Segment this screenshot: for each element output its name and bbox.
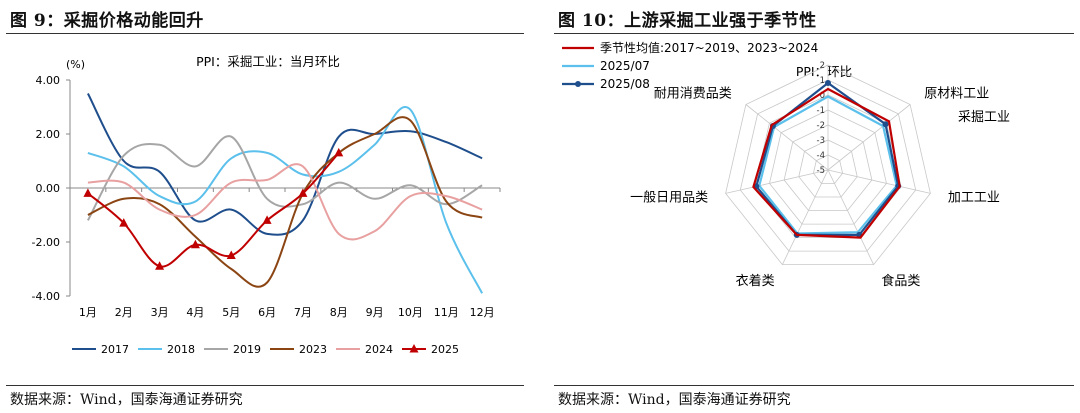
series-line-2019 (87, 135, 483, 221)
x-tick-label: 1月 (79, 306, 97, 319)
radar-marker (825, 80, 831, 86)
radar-grid: 2 1 0 -1 -2 -3 -4 -5 (725, 61, 931, 266)
radar-category-label: 一般日用品类 (630, 189, 708, 205)
figure-9-title: 图 9：采掘价格动能回升 (10, 11, 204, 31)
x-tick-label: 2月 (115, 306, 133, 319)
series-marker-2025 (298, 188, 308, 197)
radar-category-label: 加工工业 (948, 190, 1000, 205)
x-tick-label: 10月 (398, 306, 423, 319)
series-marker-2025 (83, 188, 93, 197)
series-marker-2025 (155, 261, 165, 270)
radar-category-label: 原材料工业 (924, 86, 989, 101)
radar-tick-label: -2 (817, 121, 825, 131)
series-marker-2025 (226, 250, 236, 259)
left-figure-panel: 图 9：采掘价格动能回升 PPI：采掘工业：当月环比 (%) 4.00 2.00 0… (0, 0, 530, 413)
legend-label-2025: 2025 (431, 343, 459, 356)
y-tick-label: -2.00 (32, 236, 60, 249)
line-chart-series (83, 93, 483, 294)
radar-tick-label: -5 (817, 166, 825, 176)
source-note: 数据来源：Wind，国泰海通证券研究 (10, 392, 243, 408)
radar-chart: 季节性均值:2017~2019、2023~20242025/072025/08 … (562, 40, 1010, 289)
x-tick-label: 3月 (151, 306, 169, 319)
radar-ring (725, 64, 931, 266)
radar-chart-title: PPI：环比 (796, 64, 852, 79)
radar-series (752, 80, 902, 239)
radar-tick-label: -4 (817, 151, 825, 161)
bottom-rule (554, 385, 1074, 386)
x-tick-label: 6月 (258, 306, 276, 319)
y-axis-unit: (%) (66, 58, 85, 71)
radar-legend-label: 2025/07 (600, 59, 650, 73)
radar-spoke (782, 169, 829, 265)
radar-spoke (725, 169, 829, 194)
x-tick-label: 4月 (186, 306, 204, 319)
radar-category-label: 采掘工业 (958, 110, 1010, 125)
radar-tick-label: 2 (820, 61, 825, 71)
radar-category-label: 衣着类 (736, 273, 775, 289)
radar-ring (798, 139, 858, 198)
radar-marker (882, 121, 889, 128)
bottom-rule (6, 385, 524, 386)
radar-legend: 季节性均值:2017~2019、2023~2024 2025/07 2025/08 (562, 40, 818, 91)
line-chart-axes: 4.00 2.00 0.00 -2.00 -4.00 1月 2月 3月 4月 5月 6月 7月 8月 9月… (32, 74, 501, 319)
radar-legend-marker (575, 81, 581, 87)
radar-tick-label: -3 (817, 136, 825, 146)
radar-spoke (745, 104, 829, 171)
radar-tick-label: 1 (820, 76, 825, 86)
source-note: 数据来源：Wind，国泰海通证券研究 (558, 392, 791, 408)
radar-ring (812, 154, 844, 184)
radar-series-季节性均值:2017~2019、2023~2024 (752, 87, 901, 239)
top-rule (6, 33, 524, 34)
radar-ring (739, 79, 917, 252)
radar-ring (783, 124, 873, 211)
radar-spoke (827, 104, 911, 171)
x-tick-label: 8月 (330, 306, 348, 319)
x-tick-label: 12月 (470, 306, 495, 319)
y-tick-label: -4.00 (32, 290, 60, 303)
radar-category-label: 耐用消费品类 (654, 86, 732, 101)
legend-label-2023: 2023 (299, 343, 327, 356)
radar-tick-label: -1 (817, 106, 825, 116)
radar-legend-label: 季节性均值:2017~2019、2023~2024 (600, 40, 818, 55)
line-chart: PPI：采掘工业：当月环比 (%) 4.00 2.00 0.00 -2.00 -4.00… (32, 54, 501, 356)
right-figure-panel: 图 10：上游采掘工业强于季节性 季节性均值:2017~2019、2023~20… (548, 0, 1080, 413)
legend-marker-2025 (409, 344, 419, 353)
radar-ring (754, 94, 902, 239)
y-tick-label: 4.00 (36, 74, 61, 87)
radar-category-label: 食品类 (881, 273, 920, 289)
radar-spoke (827, 169, 931, 194)
top-rule (554, 33, 1074, 34)
series-marker-2025 (190, 239, 200, 249)
legend-label-2017: 2017 (101, 343, 129, 356)
radar-tick-label: 0 (820, 91, 825, 101)
x-tick-label: 7月 (294, 306, 312, 319)
y-tick-label: 2.00 (36, 128, 61, 141)
legend-label-2019: 2019 (233, 343, 261, 356)
figure-10-title: 图 10：上游采掘工业强于季节性 (558, 11, 817, 31)
series-line-2025 (87, 152, 340, 268)
series-marker-2025 (262, 215, 272, 224)
series-line-2024 (87, 163, 483, 241)
line-chart-legend: 2017 2018 2019 2023 2024 2025 (72, 343, 459, 356)
radar-spoke (827, 169, 874, 265)
series-line-2018 (87, 106, 483, 294)
radar-series-2025/07 (758, 95, 898, 235)
x-tick-label: 5月 (222, 306, 240, 319)
x-tick-label: 11月 (434, 306, 459, 319)
legend-label-2024: 2024 (365, 343, 393, 356)
legend-label-2018: 2018 (167, 343, 195, 356)
radar-legend-label: 2025/08 (600, 77, 650, 91)
series-marker-2025 (119, 218, 129, 227)
x-tick-label: 9月 (366, 306, 384, 319)
series-marker-2025 (334, 147, 344, 157)
radar-ring (769, 109, 887, 225)
line-chart-title: PPI：采掘工业：当月环比 (196, 54, 340, 69)
series-line-2023 (87, 116, 483, 288)
radar-series-2025/08 (755, 81, 900, 236)
y-tick-label: 0.00 (36, 182, 61, 195)
